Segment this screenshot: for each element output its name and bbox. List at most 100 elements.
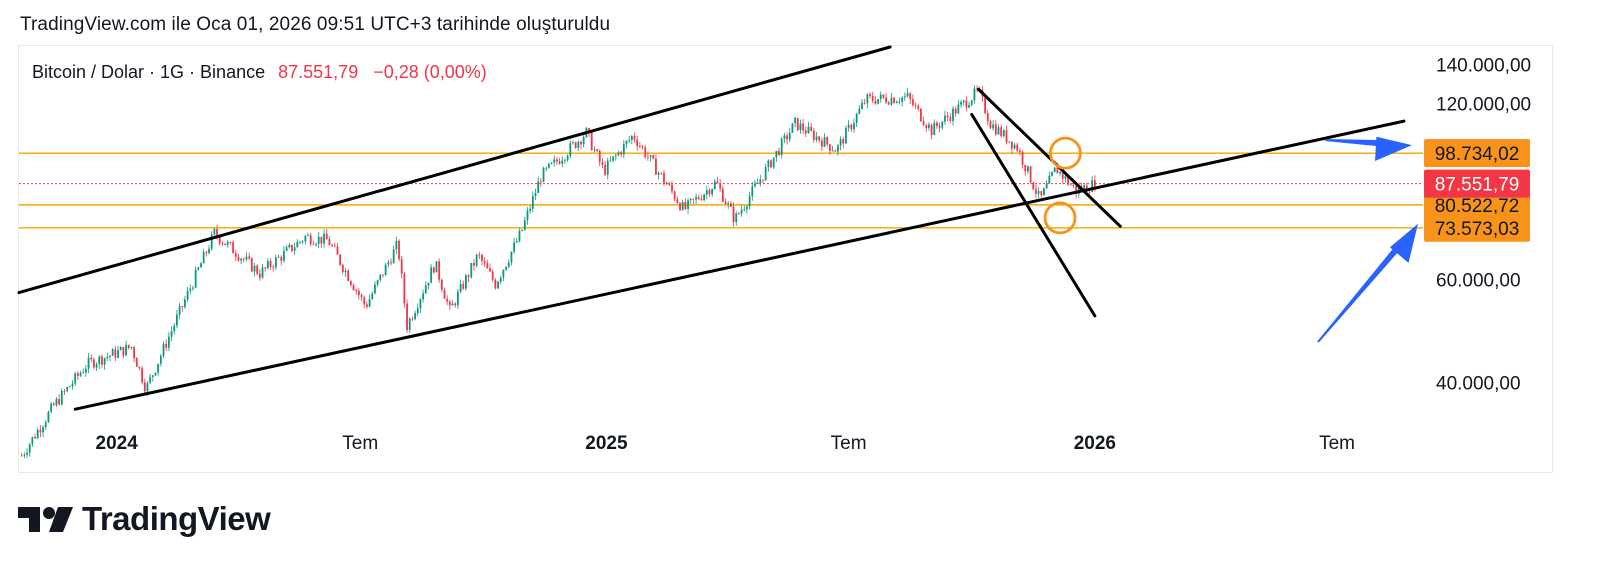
symbol-header: Bitcoin / Dolar · 1G · Binance 87.551,79… — [32, 62, 487, 83]
candle-body-325 — [890, 97, 893, 105]
candle-body-333 — [911, 99, 914, 106]
candle-body-6 — [36, 429, 39, 439]
candle-body-39 — [125, 344, 127, 356]
candle-body-140 — [395, 240, 398, 250]
candle-body-209 — [580, 141, 582, 145]
last-price-badge-bg — [1424, 169, 1530, 198]
candle-body-347 — [949, 117, 952, 121]
candle-body-129 — [366, 304, 368, 307]
level-badge-1-text: 80.522,72 — [1435, 196, 1520, 217]
candle-body-397 — [1083, 185, 1086, 191]
candle-body-247 — [681, 201, 684, 210]
candle-body-64 — [192, 287, 194, 289]
candle-body-55 — [167, 336, 170, 348]
candle-body-37 — [119, 346, 122, 351]
symbol-title[interactable]: Bitcoin / Dolar · 1G · Binance — [32, 62, 266, 82]
candle-body-128 — [363, 297, 366, 305]
candle-body-30 — [101, 356, 103, 365]
candle-body-5 — [34, 436, 36, 439]
candle-body-97 — [280, 256, 283, 261]
candle-body-118 — [336, 246, 339, 255]
candle-body-87 — [253, 265, 256, 272]
candle-body-378 — [1032, 182, 1035, 190]
candle-body-259 — [713, 181, 716, 189]
candle-body-191 — [531, 196, 534, 209]
candle-body-157 — [440, 279, 443, 290]
candle-body-62 — [186, 290, 189, 300]
candle-body-310 — [850, 124, 853, 130]
channel-lower-line — [73, 119, 1406, 411]
candle-body-21 — [76, 373, 79, 376]
candle-body-254 — [700, 199, 703, 201]
candle-body-79 — [232, 242, 234, 254]
candle-body-292 — [802, 123, 805, 131]
candle-body-1 — [23, 454, 26, 456]
axes: 2024 Tem 2025 Tem 2026 Tem 140.000,00 120.000,0… — [96, 56, 1532, 454]
candle-body-34 — [111, 349, 114, 356]
candle-body-238 — [657, 172, 660, 175]
candle-body-364 — [994, 124, 997, 135]
candle-body-139 — [392, 249, 395, 264]
candle-body-75 — [221, 243, 224, 245]
candle-body-311 — [853, 123, 855, 130]
candle-body-288 — [791, 123, 794, 133]
arrow-to-lower-level — [1317, 223, 1418, 343]
candle-body-57 — [173, 325, 176, 332]
candle-body-368 — [1005, 130, 1008, 143]
candle-body-256 — [705, 190, 708, 195]
candle-body-234 — [647, 156, 649, 158]
candle-body-20 — [74, 373, 77, 384]
candle-body-108 — [309, 235, 312, 245]
candle-body-12 — [52, 403, 55, 406]
candle-body-343 — [938, 126, 941, 128]
candle-body-162 — [454, 303, 457, 306]
candle-body-366 — [1000, 127, 1003, 137]
candle-body-305 — [837, 145, 839, 152]
candle-body-8 — [42, 427, 44, 433]
candle-body-135 — [382, 274, 384, 276]
y-tick-label-0: 140.000,00 — [1436, 56, 1531, 77]
candle-body-303 — [831, 150, 834, 152]
candle-body-53 — [162, 343, 165, 356]
candle-body-278 — [764, 167, 767, 181]
candle-body-332 — [909, 93, 912, 100]
candle-body-202 — [561, 160, 564, 164]
candle-body-242 — [668, 184, 671, 186]
candle-body-26 — [90, 357, 93, 360]
candle-body-110 — [315, 243, 317, 245]
candle-body-400 — [1091, 180, 1094, 192]
candle-body-229 — [633, 135, 636, 140]
candle-body-297 — [815, 136, 818, 140]
candle-body-223 — [617, 152, 620, 156]
candle-body-67 — [200, 263, 202, 268]
candle-body-104 — [299, 241, 301, 243]
candle-body-390 — [1064, 176, 1067, 179]
candle-body-331 — [906, 93, 909, 97]
candle-body-131 — [371, 293, 374, 300]
candle-body-348 — [952, 108, 954, 121]
x-tick-label-4: 2026 — [1074, 433, 1116, 454]
candle-body-338 — [925, 125, 928, 129]
candle-body-224 — [620, 152, 623, 155]
candle-body-245 — [676, 199, 679, 204]
candle-body-121 — [344, 270, 347, 272]
candle-body-228 — [630, 135, 633, 140]
candle-body-365 — [997, 127, 1000, 135]
candle-body-29 — [98, 356, 101, 365]
candle-body-185 — [515, 241, 518, 243]
candle-body-386 — [1053, 167, 1056, 173]
candle-body-262 — [721, 188, 724, 202]
candle-body-207 — [574, 142, 577, 148]
candle-body-227 — [628, 139, 631, 141]
candle-body-354 — [968, 105, 970, 108]
tradingview-logo[interactable]: TradingView — [18, 500, 271, 538]
candle-body-263 — [724, 201, 727, 205]
candle-body-393 — [1072, 185, 1075, 187]
candle-body-304 — [834, 150, 837, 152]
candle-body-336 — [919, 108, 922, 122]
candle-body-199 — [553, 159, 556, 163]
candle-body-306 — [839, 139, 842, 146]
candle-body-117 — [333, 245, 336, 247]
candle-body-274 — [754, 183, 756, 187]
